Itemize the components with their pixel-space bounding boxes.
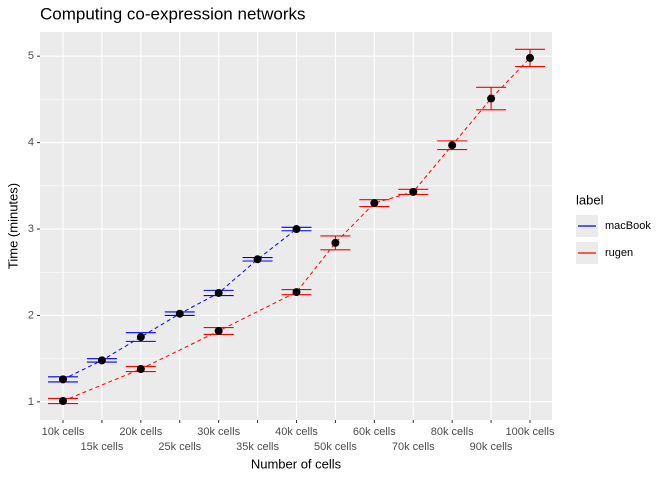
point: [448, 141, 457, 150]
x-tick-label: 20k cells: [119, 426, 162, 438]
x-tick-label: 100k cells: [506, 426, 555, 438]
x-tick-label: 90k cells: [470, 441, 513, 453]
x-tick-label: 10k cells: [42, 426, 85, 438]
x-tick-label: 35k cells: [236, 441, 279, 453]
x-tick-label: 40k cells: [275, 426, 318, 438]
y-tick-label: 5: [28, 50, 34, 62]
y-tick-label: 1: [28, 396, 34, 408]
point: [97, 356, 106, 365]
x-tick-label: 50k cells: [314, 441, 357, 453]
x-tick-label: 25k cells: [158, 441, 201, 453]
point: [59, 375, 67, 384]
point: [487, 94, 496, 103]
point: [292, 225, 301, 234]
x-tick-label: 15k cells: [81, 441, 124, 453]
y-tick-label: 3: [28, 223, 34, 235]
point: [292, 288, 301, 297]
point: [331, 238, 340, 247]
point: [253, 255, 262, 264]
point: [526, 53, 534, 62]
y-tick-label: 4: [28, 137, 34, 149]
point: [409, 187, 418, 196]
x-tick-label: 60k cells: [353, 426, 396, 438]
y-tick-label: 2: [28, 309, 34, 321]
point: [214, 288, 223, 297]
x-axis-title: Number of cells: [251, 456, 342, 471]
y-axis-title: Time (minutes): [5, 183, 20, 269]
x-tick-label: 30k cells: [197, 426, 240, 438]
chart-title: Computing co-expression networks: [40, 4, 306, 23]
point: [175, 309, 184, 318]
point: [136, 365, 145, 374]
point: [370, 199, 379, 208]
point: [136, 333, 145, 342]
legend-title: label: [576, 192, 604, 207]
series-line: [62, 57, 531, 402]
x-tick-label: 80k cells: [431, 426, 474, 438]
point: [59, 396, 67, 405]
legend-entry: rugen: [605, 247, 633, 259]
legend-entry: macBook: [605, 220, 651, 232]
x-tick-label: 70k cells: [392, 441, 435, 453]
point: [214, 326, 223, 335]
